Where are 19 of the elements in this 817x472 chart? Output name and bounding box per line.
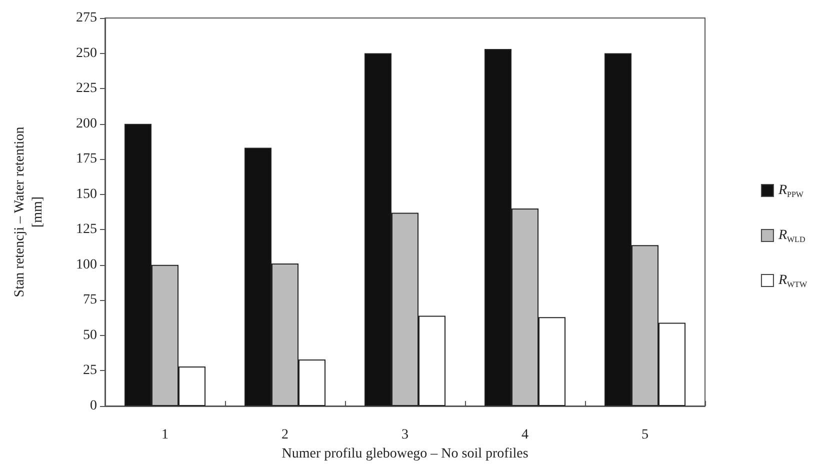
y-tick-label: 75 bbox=[83, 292, 97, 308]
x-tick-label: 2 bbox=[282, 428, 288, 442]
y-axis-title: Stan retencji – Water retention [mm] bbox=[12, 126, 46, 298]
y-tick-label: 150 bbox=[76, 186, 97, 202]
y-tick-label: 200 bbox=[76, 116, 97, 132]
y-tick-label: 125 bbox=[76, 222, 97, 238]
x-tick-label: 5 bbox=[642, 428, 648, 442]
x-tick-label: 3 bbox=[402, 428, 408, 442]
y-tick-label: 175 bbox=[76, 152, 97, 167]
y-tick-label: 250 bbox=[76, 46, 97, 61]
x-tick-label: 1 bbox=[162, 428, 168, 442]
x-tick-label: 4 bbox=[522, 428, 528, 442]
y-tick-label: 275 bbox=[76, 10, 97, 26]
x-axis-title: Numer profilu glebowego – No soil profiles bbox=[282, 446, 528, 462]
y-tick-label: 225 bbox=[76, 81, 97, 96]
y-tick-label: 100 bbox=[76, 257, 97, 272]
y-tick-label: 25 bbox=[83, 363, 97, 378]
y-tick-label: 0 bbox=[90, 398, 97, 414]
y-tick-label: 50 bbox=[83, 328, 97, 343]
